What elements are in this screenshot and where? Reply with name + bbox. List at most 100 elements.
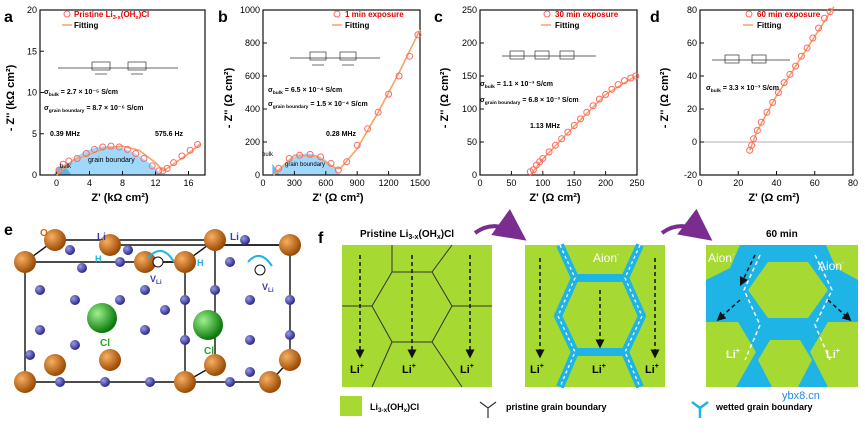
data-point-d-5 [763, 108, 771, 116]
xlabel-b: Z' (Ω cm²) [312, 192, 363, 204]
label-cl-2: Cl [204, 346, 214, 357]
x-tick-label-a-4: 16 [183, 178, 193, 188]
freq-label-a2: 575.6 Hz [155, 131, 184, 138]
watermark-text: ybx8.cn [782, 390, 820, 402]
data-point-d-12 [803, 44, 811, 52]
transition-arrow-1 [473, 208, 527, 241]
data-point-c-5 [545, 148, 553, 156]
hop-arrow-2 [247, 255, 273, 267]
legend-marker-data-a [63, 10, 71, 18]
grain-br [810, 322, 858, 387]
data-point-b-3 [306, 150, 314, 158]
li-atom-3 [225, 257, 235, 267]
data-point-b-10 [374, 108, 382, 116]
data-point-b-14 [414, 31, 422, 39]
sigma-bulk-d: σbulk = 3.3 × 10⁻³ S/cm [706, 85, 779, 94]
oxygen-atom-8 [174, 371, 196, 393]
y-tick-label-c-0: 0 [472, 170, 477, 180]
legend-label-data-c: 30 min exposure [555, 10, 619, 19]
y-tick-label-d-5: 80 [687, 5, 697, 15]
grain-tr [826, 245, 858, 280]
data-point-d-3 [753, 126, 761, 134]
data-point-b-4 [317, 153, 325, 161]
oxygen-atom-7 [14, 371, 36, 393]
li-atom-20 [285, 330, 295, 340]
title-60min: 60 min [766, 229, 798, 240]
legend-d: 60 min exposure Fitting [743, 10, 821, 30]
oxygen-atom-13 [44, 354, 66, 376]
cl-atom-0 [87, 303, 117, 333]
li-label-p3: Li+ [460, 363, 474, 376]
y-tick-label-a-2: 10 [27, 88, 37, 98]
li-label-w1: Li+ [530, 363, 544, 376]
panel-letter-f: f [318, 230, 324, 247]
label-o: O [40, 228, 48, 239]
grain-bottom [758, 340, 812, 387]
li-label-w3: Li+ [645, 363, 659, 376]
li-label-60b: Li+ [826, 348, 840, 361]
data-point-d-16 [826, 8, 834, 16]
data-point-c-7 [558, 135, 566, 143]
data-point-b-7 [343, 158, 351, 166]
legend-marker-data-c [543, 10, 551, 18]
sigma-gb-a: σgrain boundary = 8.7 × 10⁻⁶ S/cm [44, 105, 143, 114]
y-tick-label-a-3: 15 [27, 46, 37, 56]
y-tick-label-c-3: 150 [462, 71, 477, 81]
data-point-a-19 [194, 140, 202, 148]
x-tick-label-c-0: 0 [477, 178, 482, 188]
data-point-a-9 [123, 145, 131, 153]
panel-d: d - Z'' (Ω cm²) Z' (Ω cm²) 0 20 40 60 80-200… [650, 5, 858, 204]
conduction-arrows-wetted [535, 258, 660, 359]
legend-marker-data-d [745, 10, 753, 18]
y-tick-label-d-0: -20 [684, 170, 697, 180]
li-atom-26 [115, 295, 125, 305]
y-tick-label-a-1: 5 [32, 129, 37, 139]
data-point-c-9 [570, 122, 578, 129]
freq-label-c: 1.13 MHz [530, 123, 560, 130]
sigma-bulk-a: σbulk = 2.7 × 10⁻⁵ S/cm [44, 89, 118, 98]
data-point-d-4 [757, 118, 765, 126]
x-tick-label-a-3: 12 [150, 178, 160, 188]
wetted-flow-arrows [557, 244, 643, 388]
oxygen-atom-4 [174, 251, 196, 273]
data-point-a-6 [99, 143, 107, 151]
panel-e: e O Li Li H H VLi VLi Cl Cl [4, 222, 301, 393]
data-point-d-10 [792, 62, 800, 70]
box-pristine: Li+ Li+ Li+ [342, 244, 492, 388]
grain-bl [706, 322, 756, 387]
x-tick-label-b-4: 1200 [379, 178, 399, 188]
label-vli-1: VLi [150, 274, 162, 286]
conduction-arrows-60min [716, 254, 852, 322]
box-wetted: Aion- Li+ Li+ Li+ [525, 243, 665, 389]
li-atom-9 [70, 340, 80, 350]
circuit-d [712, 54, 790, 64]
li-atom-8 [70, 295, 80, 305]
plot-frame-d [699, 9, 854, 176]
panel-b: b - Z'' (Ω cm²) Z' (Ω cm²) 0 300 600 900 120… [218, 5, 430, 204]
y-tick-label-b-1: 200 [245, 137, 260, 147]
data-point-d-11 [797, 52, 805, 60]
anion-label-60b: Aion- [818, 259, 845, 273]
data-point-b-1 [285, 155, 293, 162]
x-tick-label-a-0: 0 [54, 178, 59, 188]
oxygen-atom-5 [204, 229, 226, 251]
sigma-bulk-b: σbulk = 6.5 × 10⁻⁴ S/cm [268, 87, 342, 96]
xlabel-d: Z' (Ω cm²) [748, 192, 799, 204]
x-tick-label-d-3: 60 [810, 178, 820, 188]
li-atom-14 [180, 335, 190, 345]
chart-c: 0 50 100 150 200 250 0 50 100 150 200 250 [462, 5, 645, 188]
y-tick-label-c-1: 50 [467, 137, 477, 147]
data-point-c-12 [589, 102, 597, 110]
x-tick-label-c-1: 50 [506, 178, 516, 188]
data-point-c-11 [583, 108, 591, 116]
chart-a: 0 4 8 12 16 0 5 10 15 20 [27, 5, 206, 188]
data-point-d-15 [820, 14, 828, 22]
x-tick-label-b-0: 0 [260, 178, 265, 188]
box-pristine-bg [342, 245, 492, 387]
panel-letter-b: b [218, 9, 228, 26]
data-point-a-11 [140, 155, 148, 162]
data-point-b-9 [364, 125, 372, 133]
sigma-gb-c: σgrain boundary = 6.8 × 10⁻³ S/cm [480, 97, 579, 106]
data-point-a-12 [148, 162, 156, 170]
